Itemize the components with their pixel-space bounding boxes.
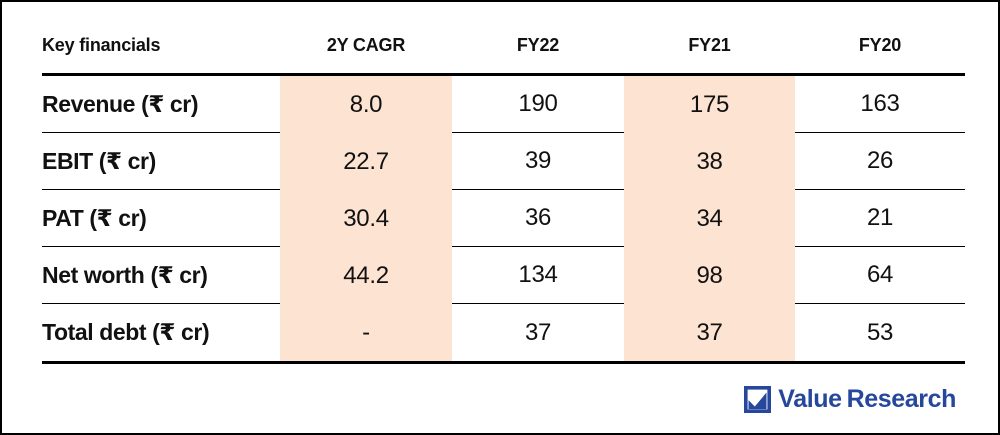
table-row-revenue: Revenue (₹ cr) 8.0 190 175 163 bbox=[42, 76, 965, 133]
cell-value: 44.2 bbox=[343, 261, 389, 289]
column-header-fy21: FY21 bbox=[688, 35, 731, 55]
cell-value: 64 bbox=[795, 247, 965, 304]
cell-value: 134 bbox=[452, 247, 624, 304]
column-header-key-financials: Key financials bbox=[42, 35, 161, 55]
cell-value: 30.4 bbox=[343, 204, 389, 232]
row-label: Revenue (₹ cr) bbox=[42, 76, 280, 133]
column-header-fy20: FY20 bbox=[858, 35, 902, 55]
cell-value: 39 bbox=[452, 133, 624, 190]
cell-value: 98 bbox=[696, 261, 723, 289]
cell-value: - bbox=[362, 318, 370, 346]
cell-value: 22.7 bbox=[343, 147, 389, 175]
row-label: Net worth (₹ cr) bbox=[42, 247, 280, 304]
cell-value: 21 bbox=[795, 190, 965, 247]
cell-value: 175 bbox=[689, 90, 730, 118]
cell-value: 36 bbox=[452, 190, 624, 247]
value-research-logo: Value Research bbox=[744, 385, 956, 414]
highlight-column-fy21 bbox=[624, 76, 795, 361]
cell-value: 37 bbox=[524, 318, 552, 346]
table-row-net-worth: Net worth (₹ cr) 44.2 134 98 64 bbox=[42, 247, 965, 304]
cell-value: 8.0 bbox=[349, 90, 383, 118]
highlight-column-2y-cagr bbox=[280, 76, 452, 361]
cell-value: 190 bbox=[452, 76, 624, 133]
table-row-pat: PAT (₹ cr) 30.4 36 34 21 bbox=[42, 190, 965, 247]
logo-word-research: Research bbox=[846, 385, 957, 413]
row-label: Total debt (₹ cr) bbox=[42, 319, 210, 345]
logo-word-value: Value bbox=[778, 385, 842, 413]
cell-value: 34 bbox=[696, 204, 723, 232]
table-body: Revenue (₹ cr) 8.0 190 175 163 EBIT (₹ c… bbox=[42, 76, 965, 364]
key-financials-table: Key financials 2Y CAGR FY22 FY21 FY20 Re… bbox=[42, 2, 965, 364]
cell-value: 163 bbox=[795, 76, 965, 133]
row-label: PAT (₹ cr) bbox=[42, 190, 280, 247]
column-header-2y-cagr: 2Y CAGR bbox=[326, 35, 406, 55]
cell-value: 37 bbox=[696, 318, 723, 346]
row-label: EBIT (₹ cr) bbox=[42, 133, 280, 190]
table-header-row: Key financials 2Y CAGR FY22 FY21 FY20 bbox=[42, 2, 965, 76]
checkbox-check-icon bbox=[744, 386, 772, 413]
cell-value: 26 bbox=[795, 133, 965, 190]
cell-value: 38 bbox=[696, 147, 723, 175]
cell-value: 53 bbox=[866, 318, 894, 346]
table-row-ebit: EBIT (₹ cr) 22.7 39 38 26 bbox=[42, 133, 965, 190]
table-row-total-debt: Total debt (₹ cr) - 37 37 53 bbox=[42, 304, 965, 361]
logo-text: Value Research bbox=[778, 385, 956, 414]
column-header-fy22: FY22 bbox=[516, 35, 560, 55]
